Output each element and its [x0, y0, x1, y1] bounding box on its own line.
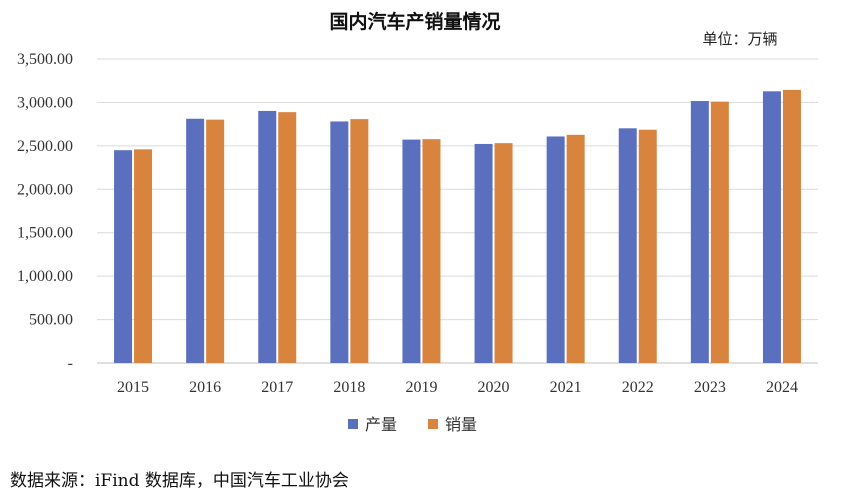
x-tick-label: 2015	[117, 379, 149, 396]
x-tick-label: 2021	[550, 379, 582, 396]
bar-sales	[638, 129, 657, 363]
bar-sales	[422, 139, 441, 363]
bar-sales	[134, 149, 153, 363]
y-tick-label: 1,500.00	[17, 225, 73, 242]
bars	[114, 89, 801, 364]
x-tick-label: 2018	[333, 379, 365, 396]
legend-label: 产量	[365, 415, 397, 434]
bar-sales	[566, 134, 585, 363]
y-tick-label: 2,000.00	[17, 181, 73, 198]
bar-production	[402, 139, 421, 363]
bar-production	[474, 143, 493, 363]
y-tick-label: 500.00	[29, 312, 73, 329]
bar-sales	[206, 119, 225, 364]
x-tick-label: 2017	[261, 379, 293, 396]
legend-swatch	[348, 419, 358, 429]
legend-swatch	[428, 419, 438, 429]
x-tick-label: 2016	[189, 379, 221, 396]
source-note: 数据来源：iFind 数据库，中国汽车工业协会	[10, 471, 349, 491]
bar-sales	[710, 101, 729, 364]
bar-production	[114, 150, 133, 363]
bar-production	[546, 136, 565, 363]
bar-production	[618, 128, 637, 363]
x-tick-label: 2022	[622, 379, 654, 396]
x-tick-label: 2023	[694, 379, 726, 396]
x-tick-label: 2024	[766, 379, 798, 396]
bar-production	[186, 118, 205, 363]
bar-production	[762, 91, 781, 364]
y-tick-label: 3,500.00	[17, 51, 73, 68]
y-axis: - 500.00 1,000.00 1,500.00 2,000.00 2,500.00 3…	[17, 51, 73, 372]
gridlines	[97, 58, 818, 364]
bar-sales	[278, 112, 297, 363]
y-tick-label: 2,500.00	[17, 138, 73, 155]
legend: 产量 销量	[348, 415, 477, 434]
x-tick-label: 2020	[478, 379, 510, 396]
chart-title: 国内汽车产销量情况	[329, 10, 500, 33]
bar-sales	[494, 143, 513, 363]
bar-production	[258, 110, 277, 363]
x-tick-label: 2019	[405, 379, 437, 396]
unit-label: 单位：万辆	[702, 30, 777, 48]
y-tick-label: 3,000.00	[17, 94, 73, 111]
bar-production	[330, 121, 349, 363]
bar-sales	[782, 89, 801, 363]
x-axis: 2015 2016 2017 2018 2019 2020 2021 2022 2023 2024	[117, 379, 798, 396]
bar-production	[690, 101, 709, 364]
bar-sales	[350, 119, 369, 364]
legend-label: 销量	[445, 415, 477, 434]
y-tick-label: -	[68, 355, 73, 372]
y-tick-label: 1,000.00	[17, 268, 73, 285]
